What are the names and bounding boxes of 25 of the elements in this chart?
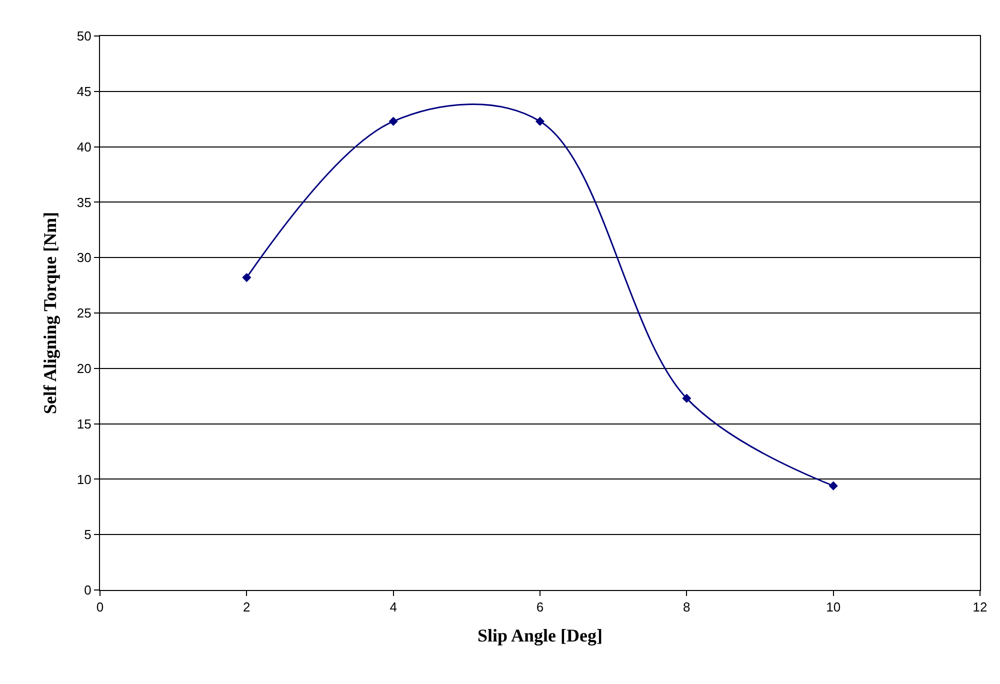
point (828, 481, 838, 490)
x-tick-label: 10 (826, 600, 841, 615)
y-tick-label: 5 (84, 527, 92, 542)
point (388, 116, 398, 126)
y-tick-label: 20 (76, 360, 92, 376)
y-tick-label: 50 (76, 28, 92, 44)
point (535, 116, 545, 126)
y-tick-label: 30 (76, 250, 92, 266)
y-tick-label: 0 (84, 582, 92, 598)
y-tick-label: 35 (76, 194, 92, 210)
x-tick-label: 8 (683, 600, 690, 615)
y-tick-label: 25 (76, 306, 92, 321)
y-tick-label: 45 (76, 84, 92, 99)
x-tick-label: 2 (243, 600, 250, 615)
x-axis-title: Slip Angle [Deg] (477, 626, 603, 646)
x-tick-label: 12 (972, 600, 988, 615)
y-tick-label: 15 (76, 416, 92, 432)
x-tick-label: 0 (96, 600, 104, 615)
y-axis-title: Self Aligning Torque [Nm] (40, 212, 60, 414)
point (242, 272, 252, 282)
point (682, 394, 692, 403)
y-tick-label: 10 (76, 472, 92, 487)
x-tick-label: 4 (390, 600, 397, 615)
y-tick-label: 40 (76, 139, 92, 154)
x-tick-label: 6 (536, 600, 544, 615)
